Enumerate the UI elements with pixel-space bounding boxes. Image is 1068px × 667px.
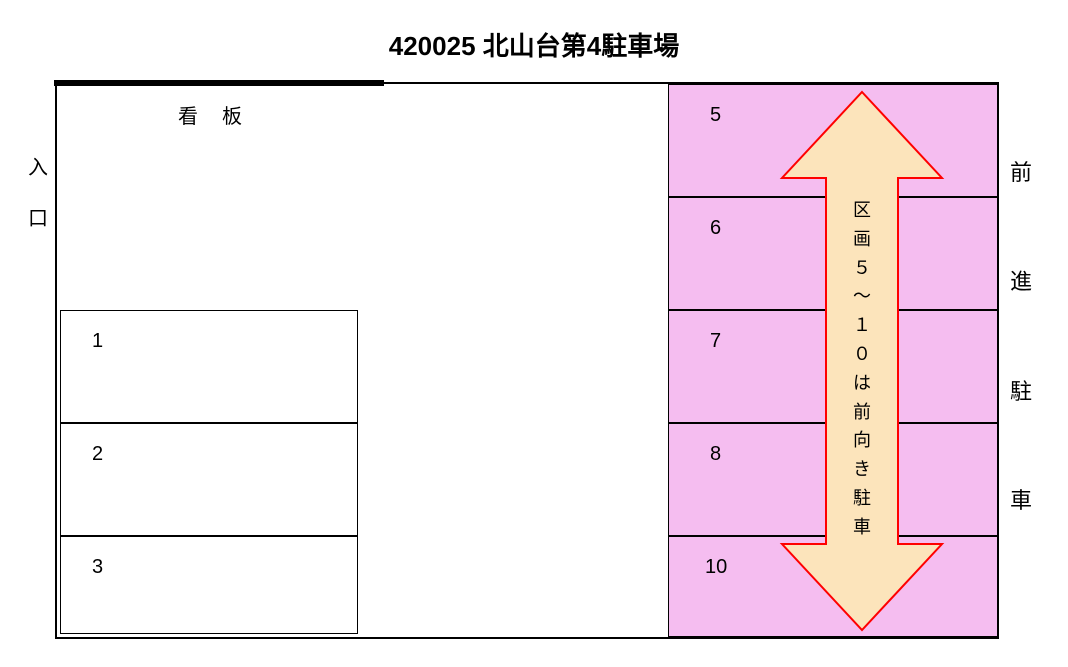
signboard-label: 看 板 [178, 100, 244, 129]
diagram-stage: 420025 北山台第4駐車場 看 板 入口 123 567810 区画５〜１０… [0, 0, 1068, 667]
arrow-text-char: 画 [853, 225, 871, 254]
lot-outline-bottom [55, 637, 999, 639]
side-label-char: 前 [1010, 155, 1032, 187]
arrow-text-char: 向 [853, 426, 871, 455]
slot-number: 8 [710, 443, 721, 466]
parking-slot [60, 310, 358, 423]
arrow-text: 区画５〜１０は前向き駐車 [852, 196, 872, 542]
forward-parking-label: 前進駐車 [1010, 155, 1032, 515]
side-label-char: 駐 [1010, 374, 1032, 406]
lot-outline-right [997, 82, 999, 639]
slot-number: 6 [710, 217, 721, 240]
side-label-char: 車 [1010, 483, 1032, 515]
slot-number: 1 [92, 330, 103, 353]
arrow-text-char: 車 [853, 513, 871, 542]
arrow-text-char: は [853, 369, 871, 398]
arrow-text-char: 区 [853, 196, 871, 225]
arrow-text-char: き [853, 455, 871, 484]
top-bar [54, 80, 384, 86]
arrow-text-char: 前 [853, 398, 871, 427]
slot-number: 5 [710, 104, 721, 127]
parking-slot [60, 423, 358, 536]
arrow-text-char: ０ [853, 340, 871, 369]
slot-number: 2 [92, 443, 103, 466]
arrow-text-char: 〜 [853, 282, 871, 311]
parking-slot [60, 536, 358, 634]
slot-number: 7 [710, 330, 721, 353]
entrance-char: 入 [28, 158, 48, 179]
entrance-char: 口 [28, 209, 48, 230]
side-label-char: 進 [1010, 264, 1032, 296]
slot-number: 10 [705, 556, 727, 579]
page-title: 420025 北山台第4駐車場 [0, 26, 1068, 63]
entrance-label: 入口 [28, 158, 48, 230]
arrow-text-char: ５ [853, 254, 871, 283]
arrow-text-char: １ [853, 311, 871, 340]
slot-number: 3 [92, 556, 103, 579]
arrow-text-char: 駐 [853, 484, 871, 513]
lot-outline-left [55, 82, 57, 639]
